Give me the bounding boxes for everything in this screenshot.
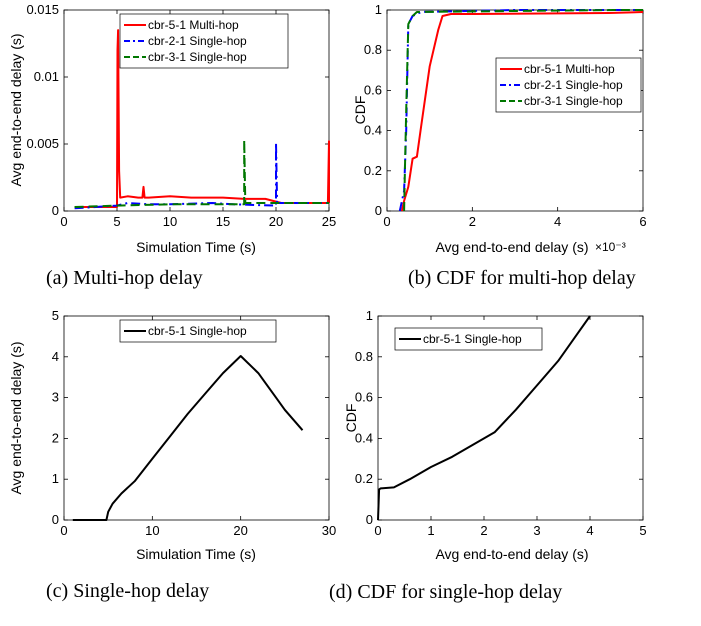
legend-label-c: cbr-5-1 Single-hop — [148, 324, 247, 338]
y-tick-label-d: 0.4 — [355, 430, 373, 445]
y-tick-label-c: 3 — [52, 390, 59, 405]
y-tick-label-c: 4 — [52, 349, 59, 364]
y-tick-label-b: 0 — [375, 203, 382, 218]
legend-label-b: cbr-5-1 Multi-hop — [524, 62, 615, 76]
plot-area-c — [63, 315, 330, 521]
x-tick-label-c: 10 — [145, 523, 159, 538]
x-tick-label-d: 1 — [427, 523, 434, 538]
x-tick-label-b: 4 — [554, 214, 561, 229]
y-tick-label-a: 0.01 — [34, 69, 59, 84]
plot-area-a — [63, 9, 330, 212]
y-tick-label-c: 2 — [52, 430, 59, 445]
plot-area-d — [377, 315, 644, 521]
x-axis-label-a: Simulation Time (s) — [136, 239, 256, 255]
legend-label-a: cbr-2-1 Single-hop — [148, 34, 247, 48]
x-tick-label-d: 3 — [533, 523, 540, 538]
y-tick-label-a: 0.005 — [26, 136, 59, 151]
series-line-c-0 — [72, 355, 304, 521]
caption-c: (c) Single-hop delay — [46, 580, 210, 602]
x-axis-label-c: Simulation Time (s) — [136, 546, 256, 562]
caption-b: (b) CDF for multi-hop delay — [408, 267, 636, 289]
y-tick-label-d: 0.8 — [355, 349, 373, 364]
y-tick-label-b: 0.2 — [364, 163, 382, 178]
series-line-d-0 — [377, 315, 591, 521]
y-tick-label-a: 0 — [52, 203, 59, 218]
series-line-b-1 — [398, 9, 643, 212]
x-tick-label-a: 5 — [113, 214, 120, 229]
caption-a: (a) Multi-hop delay — [46, 267, 203, 289]
y-axis-label-b: CDF — [352, 96, 368, 125]
x-tick-label-d: 2 — [480, 523, 487, 538]
y-tick-label-b: 1 — [375, 2, 382, 17]
x-tick-label-d: 0 — [374, 523, 381, 538]
y-tick-label-b: 0.8 — [364, 42, 382, 57]
y-tick-label-d: 0.2 — [355, 471, 373, 486]
x-tick-label-a: 25 — [322, 214, 336, 229]
y-tick-label-b: 0.4 — [364, 123, 382, 138]
legend-label-a: cbr-5-1 Multi-hop — [148, 18, 239, 32]
legend-box-c — [119, 319, 277, 343]
x-tick-label-a: 0 — [60, 214, 67, 229]
x-tick-label-d: 4 — [586, 523, 593, 538]
y-tick-label-c: 0 — [52, 512, 59, 527]
x-tick-label-c: 30 — [322, 523, 336, 538]
series-line-a-2 — [74, 139, 329, 208]
series-line-b-0 — [400, 11, 644, 212]
x-tick-label-c: 0 — [60, 523, 67, 538]
legend-label-b: cbr-3-1 Single-hop — [524, 94, 623, 108]
x-tick-label-b: 2 — [469, 214, 476, 229]
y-axis-label-a: Avg end-to-end delay (s) — [8, 33, 24, 186]
caption-d: (d) CDF for single-hop delay — [329, 581, 563, 603]
x-axis-label-d: Avg end-to-end delay (s) — [435, 546, 588, 562]
y-tick-label-b: 0.6 — [364, 82, 382, 97]
y-tick-label-d: 0 — [366, 512, 373, 527]
legend-box-d — [394, 327, 543, 351]
legend-box-a — [119, 13, 289, 69]
y-axis-label-c: Avg end-to-end delay (s) — [8, 341, 24, 494]
y-tick-label-c: 5 — [52, 308, 59, 323]
x-tick-label-a: 20 — [269, 214, 283, 229]
x-tick-label-b: 0 — [383, 214, 390, 229]
series-line-b-2 — [403, 9, 643, 212]
x-tick-label-a: 10 — [163, 214, 177, 229]
y-axis-label-d: CDF — [343, 404, 359, 433]
x-multiplier-b: ×10⁻³ — [595, 240, 626, 254]
x-tick-label-d: 5 — [639, 523, 646, 538]
x-tick-label-a: 15 — [216, 214, 230, 229]
y-tick-label-a: 0.015 — [26, 2, 59, 17]
legend-label-b: cbr-2-1 Single-hop — [524, 78, 623, 92]
y-tick-label-d: 0.6 — [355, 390, 373, 405]
x-tick-label-b: 6 — [639, 214, 646, 229]
legend-box-b — [495, 57, 642, 113]
legend-label-d: cbr-5-1 Single-hop — [423, 332, 522, 346]
legend-label-a: cbr-3-1 Single-hop — [148, 50, 247, 64]
x-axis-label-b: Avg end-to-end delay (s) — [435, 239, 588, 255]
y-tick-label-c: 1 — [52, 471, 59, 486]
x-tick-label-c: 20 — [233, 523, 247, 538]
y-tick-label-d: 1 — [366, 308, 373, 323]
